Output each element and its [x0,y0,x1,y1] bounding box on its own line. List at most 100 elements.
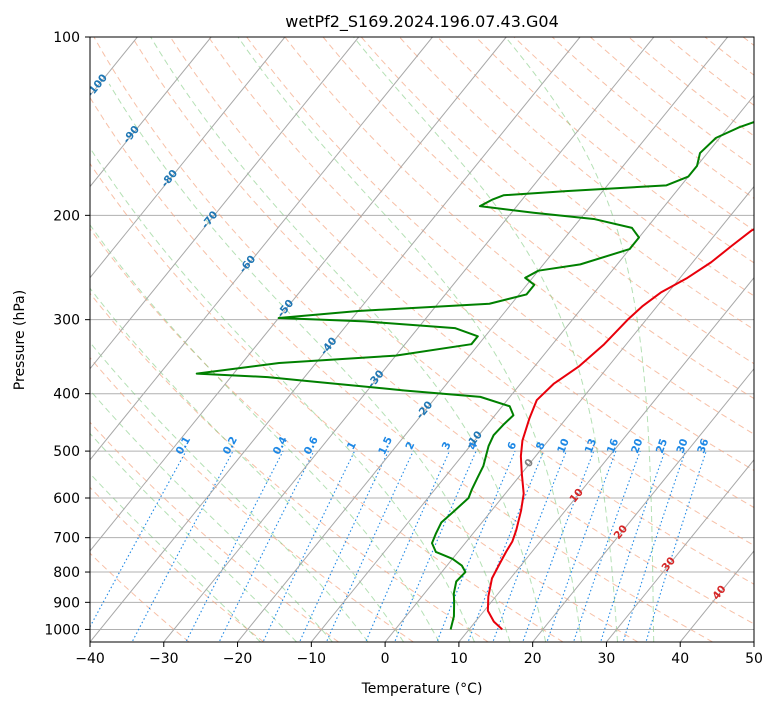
dry-adiabat [90,552,190,642]
mixing-ratio-line [572,450,641,642]
y-axis: 1000 900 800 700 600 500 400 300 200 100 [44,30,90,638]
x-tick-label: −40 [75,651,105,667]
dewpoint-profile-line [195,120,754,630]
moist-adiabat [90,472,261,642]
isotherm-line [90,37,212,188]
mixing-ratio-label: 0.6 [302,435,321,457]
mixing-ratio-line [622,450,686,642]
dry-adiabat [628,37,754,137]
dry-adiabat [169,37,754,546]
x-tick-label: 50 [745,651,763,667]
mixing-ratio-line [298,450,389,642]
y-tick-label: 300 [53,313,80,329]
mixing-ratio-label: 30 [675,437,691,455]
y-tick-label: 400 [53,387,80,403]
mixing-ratio-label: 20 [629,437,645,455]
y-tick-label: 500 [53,444,80,460]
isotherm-line [90,37,286,279]
isotherm-line [753,641,754,642]
mixing-ratio-label: 10 [555,437,572,455]
y-tick-label: 700 [53,531,80,547]
isotherm-line [90,37,360,370]
y-tick-label: 800 [53,565,80,581]
dry-adiabat [246,37,754,472]
x-tick-label: −10 [297,651,327,667]
isotherms [90,37,754,642]
moist-adiabat [90,389,333,642]
mixing-ratio-line [262,450,356,642]
x-tick-label: −20 [223,651,253,667]
dry-adiabat [322,37,754,400]
dry-adiabat [360,37,754,365]
dry-adiabat [93,37,754,625]
isotherm-line [606,459,754,642]
mixing-ratio-label: 2 [404,440,418,452]
x-tick-label: 40 [671,651,689,667]
mixing-ratio-label: 1.5 [376,435,395,457]
dry-adiabat [742,37,754,47]
moist-adiabat [353,37,619,642]
moist-adiabat [90,341,369,642]
mixing-ratio-label: 3 [440,440,454,452]
isotherm-line [90,37,433,461]
isotherm-line [310,94,754,642]
y-tick-label: 1000 [44,622,80,638]
temperature-profile-line [486,228,754,631]
mixing-ratio-labels: 0.1 0.2 0.4 0.6 1 1.5 2 3 4 6 8 10 13 16 20 25 30 36 [174,435,712,457]
dry-adiabat [399,37,754,331]
x-axis-title: Temperature (°C) [361,681,483,697]
moist-adiabat [108,83,511,642]
x-tick-label: 10 [450,651,468,667]
mixing-ratio-line [600,450,666,642]
moist-adiabat [150,37,547,642]
dry-adiabat [90,96,713,642]
isotherm-line [90,37,507,552]
x-axis: −40 −30 −20 −10 0 10 20 30 40 50 [75,642,763,667]
mixing-ratio-line [522,450,595,642]
dry-adiabat [666,37,754,106]
dry-adiabat [90,356,414,642]
chart-title: wetPf2_S169.2024.196.07.43.G04 [285,12,559,32]
plot-frame [89,36,755,643]
dry-adiabat [475,37,754,264]
mixing-ratio-lines [90,450,707,642]
isotherm-line [458,276,754,642]
y-tick-label: 100 [53,30,80,46]
mixing-ratio-label: 13 [583,437,599,455]
mixing-ratio-line [645,450,707,642]
mixing-ratio-label: 0.4 [271,435,290,457]
dry-adiabat [208,37,754,509]
mixing-ratio-label: 0.1 [174,435,194,457]
mixing-ratio-line [467,450,545,642]
dry-adiabat [513,37,754,231]
mixing-ratio-label: 1 [345,440,359,452]
dry-adiabats [90,37,754,642]
dry-adiabat [90,227,564,642]
plot-area: -100-90-80-70-60-50-40-30-20-10010203040… [90,37,754,642]
dry-adiabat [551,37,754,199]
mixing-ratio-label: 8 [534,440,548,451]
mixing-ratio-label: 16 [605,437,621,455]
isotherm-line [384,185,754,642]
dry-adiabat [90,421,339,642]
moist-adiabat [90,147,475,642]
mixing-ratio-label: 36 [695,437,711,455]
dry-adiabat [90,292,489,642]
x-tick-label: −30 [149,651,179,667]
mixing-ratio-label: 4 [466,440,480,452]
mixing-ratio-label: 6 [505,440,519,451]
moist-adiabat [505,37,655,642]
x-tick-label: 20 [524,651,542,667]
isotherm-line [532,367,754,642]
moist-adiabat [237,37,583,642]
moist-adiabat [90,224,440,642]
mixing-ratio-line [436,450,516,642]
dry-adiabat [437,37,754,297]
dry-adiabat [131,37,754,585]
isotherm-line [163,37,655,642]
pressure-grid [90,37,754,630]
mixing-ratio-line [546,450,617,642]
y-axis-title: Pressure (hPa) [12,290,28,390]
y-tick-label: 200 [53,208,80,224]
